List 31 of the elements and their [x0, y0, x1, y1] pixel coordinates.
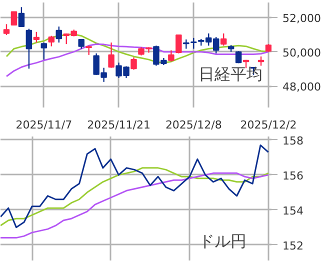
x-tick-label: 2025/11/21: [87, 118, 150, 132]
candlestick: [220, 32, 227, 46]
candlestick: [3, 24, 10, 36]
candlestick: [33, 31, 40, 44]
line-series: [0, 144, 270, 228]
y-tick-label: 156: [282, 169, 304, 182]
annotation: 日経平均: [198, 64, 262, 84]
x-tick-label: 2025/11/7: [16, 118, 72, 132]
candlestick: [86, 45, 92, 56]
candlestick: [40, 42, 48, 60]
y-tick-label: 50,000: [282, 46, 321, 60]
candlestick: [56, 26, 62, 44]
line-series: [0, 167, 270, 226]
candlestick: [48, 35, 55, 47]
y-tick-label: 154: [282, 204, 304, 218]
candlestick: [176, 34, 182, 54]
candlestick: [235, 50, 242, 64]
candlestick: [258, 56, 264, 66]
x-tick-label: 2025/12/2: [240, 118, 297, 132]
candlestick: [18, 6, 25, 28]
annotation: ドル円: [198, 232, 246, 250]
candlestick: [130, 56, 137, 70]
candlestick: [10, 11, 18, 26]
y-tick-label: 152: [282, 239, 304, 252]
y-tick-label: 158: [282, 134, 304, 148]
y-tick-label: 52,000: [282, 12, 321, 25]
x-tick-label: 2025/12/8: [165, 118, 222, 132]
candlestick: [168, 50, 174, 62]
y-tick-label: 48,000: [282, 80, 321, 94]
candlestick: [26, 28, 32, 70]
candlestick: [108, 42, 114, 68]
